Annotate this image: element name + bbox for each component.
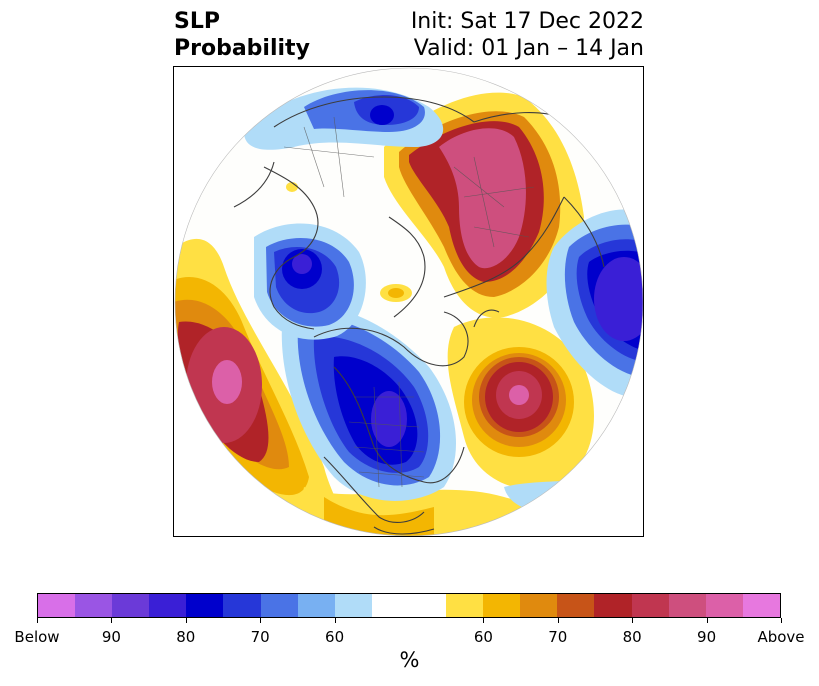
colorbar-tick-mark <box>37 618 38 623</box>
colorbar-swatch <box>594 594 632 617</box>
colorbar-swatch <box>186 594 224 617</box>
colorbar-tick-mark <box>781 618 782 623</box>
colorbar-unit: % <box>399 648 420 672</box>
colorbar-swatch <box>742 594 780 617</box>
colorbar-swatch <box>223 594 261 617</box>
europe-low <box>546 209 643 399</box>
colorbar-swatch <box>260 594 298 617</box>
colorbar-tick-mark <box>260 618 261 623</box>
colorbar-tick-label: 90 <box>697 628 717 646</box>
colorbar-swatch <box>297 594 335 617</box>
pacific-high <box>175 238 347 536</box>
colorbar-swatch <box>483 594 521 617</box>
map-panel <box>173 66 644 537</box>
colorbar-tick-mark <box>632 618 633 623</box>
colorbar-tick-mark <box>483 618 484 623</box>
colorbar-tick-mark <box>186 618 187 623</box>
title-quantity: Probability <box>174 36 310 61</box>
colorbar-swatch <box>631 594 669 617</box>
colorbar-tick-label: Above <box>757 628 805 646</box>
title-variable: SLP <box>174 9 220 34</box>
polar-map <box>174 67 643 536</box>
colorbar-swatch <box>520 594 558 617</box>
colorbar-tick-label: 70 <box>548 628 568 646</box>
forecast-dates: Init: Sat 17 Dec 2022 Valid: 01 Jan – 14… <box>411 8 644 62</box>
colorbar-tick-label: 60 <box>473 628 493 646</box>
top-low <box>244 87 444 150</box>
chart-title: SLP Probability <box>174 8 310 62</box>
colorbar-swatch <box>446 594 484 617</box>
northwest-low <box>254 223 366 340</box>
colorbar-swatch <box>38 594 76 617</box>
colorbar-swatch <box>705 594 743 617</box>
colorbar-swatch <box>557 594 595 617</box>
coastlines <box>233 96 615 535</box>
colorbar-swatch <box>75 594 113 617</box>
colorbar-swatch <box>371 594 409 617</box>
colorbar-tick-label: Below <box>14 628 60 646</box>
colorbar-tick-label: 80 <box>176 628 196 646</box>
valid-range: Valid: 01 Jan – 14 Jan <box>413 36 644 61</box>
colorbar-tick-label: 80 <box>622 628 642 646</box>
north-america-low <box>281 304 456 501</box>
siberian-high <box>384 92 584 318</box>
colorbar-swatch <box>112 594 150 617</box>
colorbar-swatch <box>334 594 372 617</box>
colorbar-swatch <box>149 594 187 617</box>
colorbar-tick-mark <box>558 618 559 623</box>
colorbar-swatch <box>408 594 447 617</box>
colorbar-tick-label: 70 <box>250 628 270 646</box>
colorbar-tick-mark <box>707 618 708 623</box>
colorbar-swatch <box>668 594 706 617</box>
atlantic-high <box>447 317 594 490</box>
init-date: Init: Sat 17 Dec 2022 <box>410 9 644 34</box>
colorbar-tick-mark <box>335 618 336 623</box>
borders <box>283 116 535 488</box>
colorbar <box>37 593 781 618</box>
colorbar-tick-mark <box>111 618 112 623</box>
colorbar-tick-label: 60 <box>325 628 345 646</box>
colorbar-tick-label: 90 <box>101 628 121 646</box>
